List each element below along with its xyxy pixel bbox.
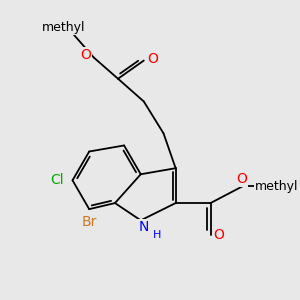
Text: O: O <box>80 48 91 62</box>
Text: methyl: methyl <box>42 21 86 34</box>
Text: H: H <box>153 230 162 240</box>
Text: methyl: methyl <box>255 180 298 193</box>
Text: N: N <box>139 220 149 234</box>
Text: O: O <box>214 228 224 242</box>
Text: Cl: Cl <box>50 173 64 187</box>
Text: O: O <box>236 172 247 186</box>
Text: Br: Br <box>82 215 97 229</box>
Text: O: O <box>147 52 158 66</box>
